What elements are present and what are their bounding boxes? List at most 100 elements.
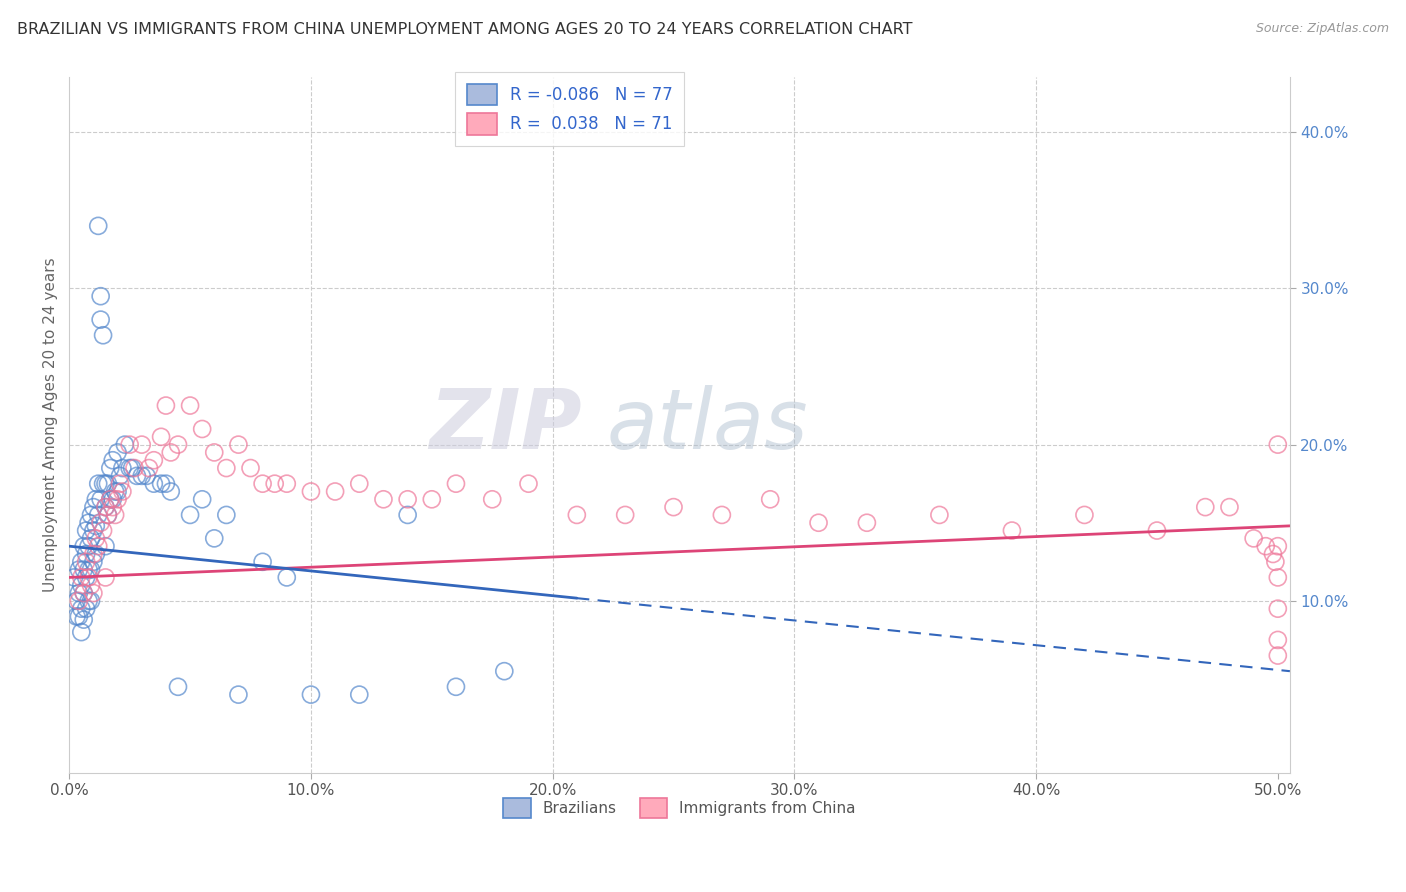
Point: [202, 445, 225, 459]
Point: [77, 570, 100, 584]
Point: [167, 437, 190, 451]
Point: [111, 484, 134, 499]
Point: [1073, 508, 1095, 522]
Point: [759, 492, 782, 507]
Point: [90, 312, 112, 326]
Point: [276, 570, 298, 584]
Point: [94, 476, 117, 491]
Point: [65, 594, 87, 608]
Point: [84, 532, 107, 546]
Point: [108, 468, 131, 483]
Point: [97, 508, 120, 522]
Point: [91, 524, 114, 538]
Point: [142, 453, 165, 467]
Point: [91, 476, 114, 491]
Point: [252, 476, 274, 491]
Point: [228, 437, 250, 451]
Point: [75, 601, 97, 615]
Point: [155, 476, 177, 491]
Point: [135, 468, 157, 483]
Text: ZIP: ZIP: [429, 384, 582, 466]
Point: [98, 492, 121, 507]
Point: [87, 476, 110, 491]
Point: [1218, 500, 1240, 515]
Legend: Brazilians, Immigrants from China: Brazilians, Immigrants from China: [498, 792, 862, 824]
Point: [662, 500, 685, 515]
Point: [70, 625, 93, 640]
Point: [104, 508, 127, 522]
Point: [84, 547, 107, 561]
Point: [65, 609, 87, 624]
Point: [97, 476, 120, 491]
Point: [63, 570, 86, 584]
Point: [80, 563, 103, 577]
Point: [80, 508, 103, 522]
Point: [98, 492, 121, 507]
Point: [77, 563, 100, 577]
Point: [252, 555, 274, 569]
Point: [444, 680, 467, 694]
Point: [75, 547, 97, 561]
Point: [87, 219, 110, 233]
Point: [121, 461, 143, 475]
Point: [481, 492, 503, 507]
Point: [299, 484, 322, 499]
Point: [1194, 500, 1216, 515]
Point: [396, 492, 419, 507]
Point: [1267, 570, 1289, 584]
Point: [73, 613, 96, 627]
Point: [84, 519, 107, 533]
Point: [215, 461, 238, 475]
Point: [80, 532, 103, 546]
Point: [150, 476, 173, 491]
Point: [67, 609, 90, 624]
Point: [80, 594, 103, 608]
Point: [710, 508, 733, 522]
Point: [167, 680, 190, 694]
Point: [111, 461, 134, 475]
Point: [75, 524, 97, 538]
Point: [159, 445, 181, 459]
Point: [138, 461, 160, 475]
Point: [108, 476, 131, 491]
Point: [323, 484, 346, 499]
Point: [98, 461, 121, 475]
Point: [239, 461, 262, 475]
Point: [94, 500, 117, 515]
Point: [1267, 539, 1289, 553]
Point: [1267, 632, 1289, 647]
Point: [90, 289, 112, 303]
Point: [124, 461, 146, 475]
Point: [82, 555, 104, 569]
Text: BRAZILIAN VS IMMIGRANTS FROM CHINA UNEMPLOYMENT AMONG AGES 20 TO 24 YEARS CORREL: BRAZILIAN VS IMMIGRANTS FROM CHINA UNEMP…: [17, 22, 912, 37]
Point: [191, 422, 214, 436]
Point: [101, 500, 124, 515]
Point: [856, 516, 879, 530]
Point: [191, 492, 214, 507]
Point: [179, 508, 201, 522]
Point: [73, 539, 96, 553]
Point: [114, 437, 136, 451]
Point: [1267, 601, 1289, 615]
Point: [70, 570, 93, 584]
Point: [118, 437, 141, 451]
Point: [420, 492, 443, 507]
Point: [87, 508, 110, 522]
Point: [67, 586, 90, 600]
Point: [82, 500, 104, 515]
Point: [1261, 547, 1284, 561]
Point: [67, 563, 90, 577]
Text: Source: ZipAtlas.com: Source: ZipAtlas.com: [1256, 22, 1389, 36]
Point: [73, 563, 96, 577]
Point: [263, 476, 285, 491]
Point: [276, 476, 298, 491]
Point: [494, 664, 516, 678]
Point: [70, 555, 93, 569]
Point: [94, 539, 117, 553]
Point: [77, 539, 100, 553]
Point: [77, 516, 100, 530]
Point: [101, 492, 124, 507]
Point: [159, 484, 181, 499]
Point: [444, 476, 467, 491]
Point: [104, 484, 127, 499]
